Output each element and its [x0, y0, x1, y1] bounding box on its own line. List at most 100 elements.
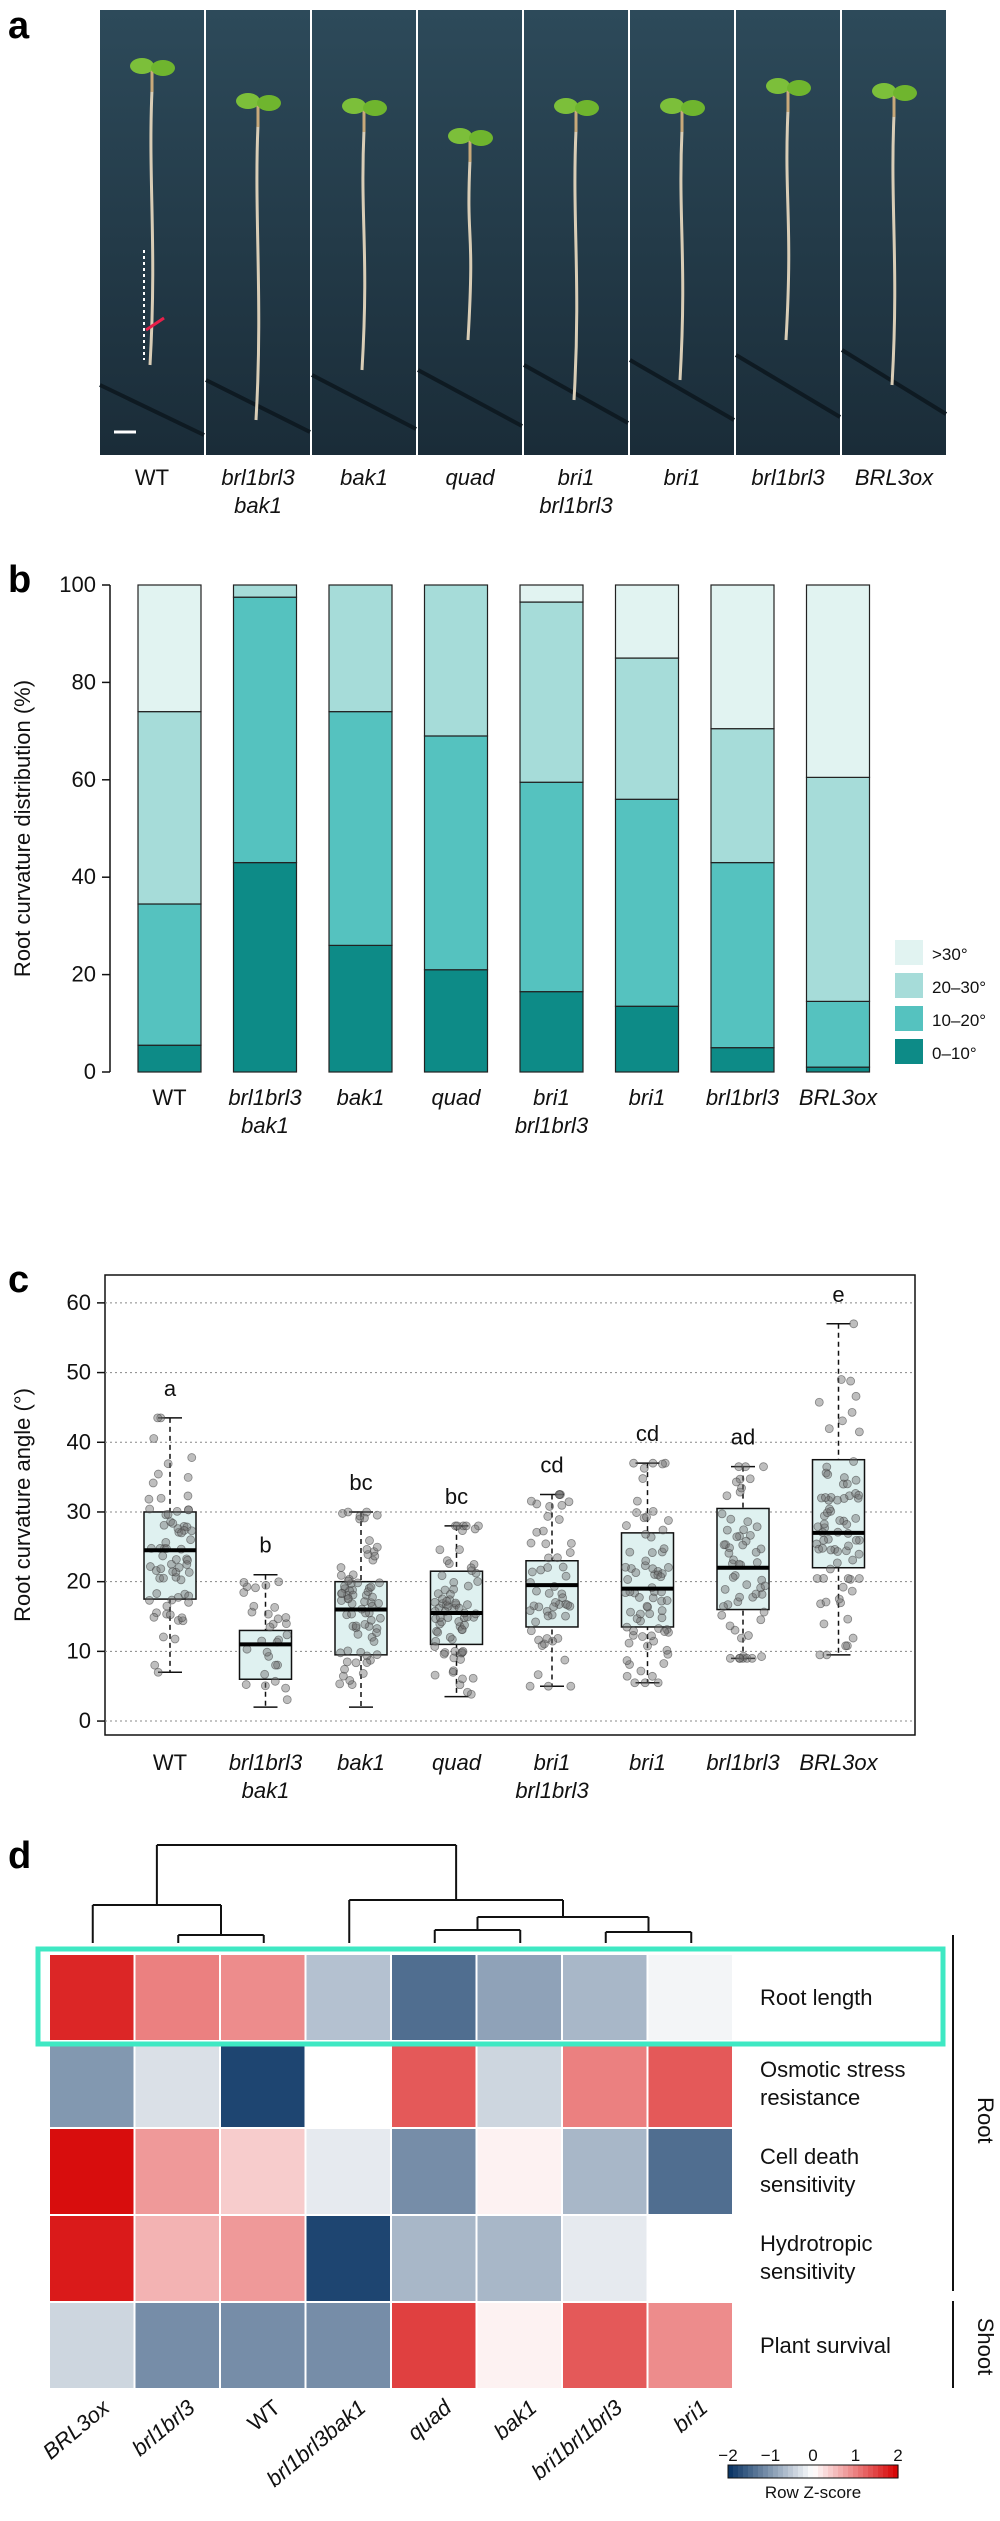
- data-point: [526, 1496, 536, 1506]
- data-point: [558, 1562, 568, 1572]
- data-point: [458, 1674, 467, 1684]
- data-point: [449, 1653, 459, 1663]
- data-point: [474, 1521, 483, 1531]
- heatmap-row-label-line2: resistance: [760, 2085, 860, 2110]
- data-point: [544, 1588, 554, 1598]
- data-point: [281, 1619, 291, 1629]
- data-point: [187, 1526, 197, 1536]
- data-point: [171, 1567, 181, 1577]
- data-point: [375, 1578, 384, 1588]
- y-tick-label: 100: [59, 572, 96, 597]
- cotyledon-left: [448, 128, 472, 144]
- heatmap-cell: [306, 2129, 390, 2214]
- data-point: [163, 1459, 173, 1469]
- data-point: [751, 1589, 761, 1599]
- data-point: [345, 1676, 355, 1685]
- data-point: [183, 1472, 193, 1482]
- data-point: [186, 1535, 196, 1545]
- heatmap-cell: [221, 2216, 305, 2301]
- data-point: [835, 1516, 845, 1525]
- significance-letter: e: [832, 1282, 844, 1307]
- data-point: [241, 1680, 251, 1689]
- color-key-step: [878, 2465, 884, 2478]
- data-point: [662, 1596, 672, 1605]
- data-point: [282, 1695, 292, 1705]
- heatmap-row-label: Cell death: [760, 2144, 859, 2169]
- data-point: [653, 1678, 663, 1688]
- data-point: [261, 1580, 271, 1590]
- data-point: [152, 1608, 161, 1618]
- color-key-tick: 2: [893, 2446, 902, 2465]
- data-point: [343, 1507, 353, 1517]
- data-point: [367, 1632, 377, 1642]
- x-tick-label: brl1brl3: [228, 1085, 302, 1110]
- heatmap-cell: [306, 1955, 390, 2040]
- genotype-label: brl1brl3: [221, 465, 295, 490]
- data-point: [849, 1457, 858, 1466]
- data-point: [717, 1610, 727, 1620]
- data-point: [435, 1545, 445, 1555]
- data-point: [751, 1547, 761, 1557]
- data-point: [174, 1563, 184, 1572]
- heatmap-cell: [648, 2303, 732, 2388]
- bar-segment-10–20°: [328, 711, 393, 946]
- seedling-root: [572, 129, 579, 401]
- data-point: [172, 1506, 182, 1516]
- heatmap-cell: [648, 2129, 732, 2214]
- heatmap-cell: [50, 2129, 134, 2214]
- data-point: [819, 1619, 829, 1629]
- data-point: [851, 1535, 861, 1545]
- data-point: [631, 1568, 641, 1578]
- data-point: [648, 1506, 658, 1516]
- bar-segment->30°: [137, 584, 202, 713]
- plate-edge: [523, 363, 629, 425]
- heatmap-column-label: brl1brl3: [127, 2394, 200, 2461]
- data-point: [362, 1544, 372, 1554]
- data-point: [362, 1658, 372, 1667]
- data-point: [843, 1614, 853, 1624]
- cotyledon-left: [766, 78, 790, 94]
- data-point: [430, 1670, 440, 1680]
- data-point: [543, 1563, 553, 1572]
- heatmap-cell: [477, 2216, 561, 2301]
- plate-edge: [99, 383, 205, 437]
- data-point: [335, 1679, 345, 1689]
- column-dendrogram: [91, 1844, 693, 1943]
- data-point: [636, 1609, 645, 1619]
- legend-swatch: [895, 973, 923, 998]
- color-key-step: [808, 2465, 814, 2478]
- y-tick-label: 60: [72, 767, 96, 792]
- color-key-step: [843, 2465, 849, 2478]
- data-point: [745, 1530, 755, 1540]
- data-point: [747, 1653, 757, 1663]
- data-point: [526, 1626, 536, 1636]
- data-point: [439, 1649, 449, 1659]
- data-point: [847, 1586, 857, 1596]
- data-point: [640, 1561, 650, 1571]
- data-point: [159, 1573, 168, 1583]
- data-point: [757, 1652, 766, 1661]
- stacked-bar-chart: 0 20 40 60 80 100 Root curvature distribution …: [10, 572, 986, 1138]
- color-key-step: [848, 2465, 854, 2478]
- data-point: [360, 1619, 370, 1629]
- panel-d-letter: d: [8, 1835, 31, 1877]
- data-point: [566, 1538, 576, 1548]
- data-point: [737, 1483, 746, 1493]
- data-point: [466, 1563, 476, 1573]
- color-key: −2 −1 0 1 2 Row Z-score: [718, 2446, 902, 2502]
- legend-swatch: [895, 940, 923, 965]
- data-point: [270, 1676, 280, 1686]
- data-point: [854, 1427, 864, 1437]
- data-point: [728, 1573, 738, 1582]
- heatmap-cell: [392, 2303, 476, 2388]
- data-point: [632, 1496, 642, 1506]
- data-point: [558, 1593, 568, 1603]
- data-point: [632, 1508, 641, 1517]
- data-point: [337, 1596, 346, 1605]
- heatmap-column-label: bri1brl1brl3: [527, 2394, 628, 2484]
- data-point: [622, 1671, 632, 1681]
- heatmap-cell: [477, 1955, 561, 2040]
- data-point: [629, 1626, 638, 1636]
- color-key-step: [858, 2465, 864, 2478]
- cotyledon-left: [342, 98, 366, 114]
